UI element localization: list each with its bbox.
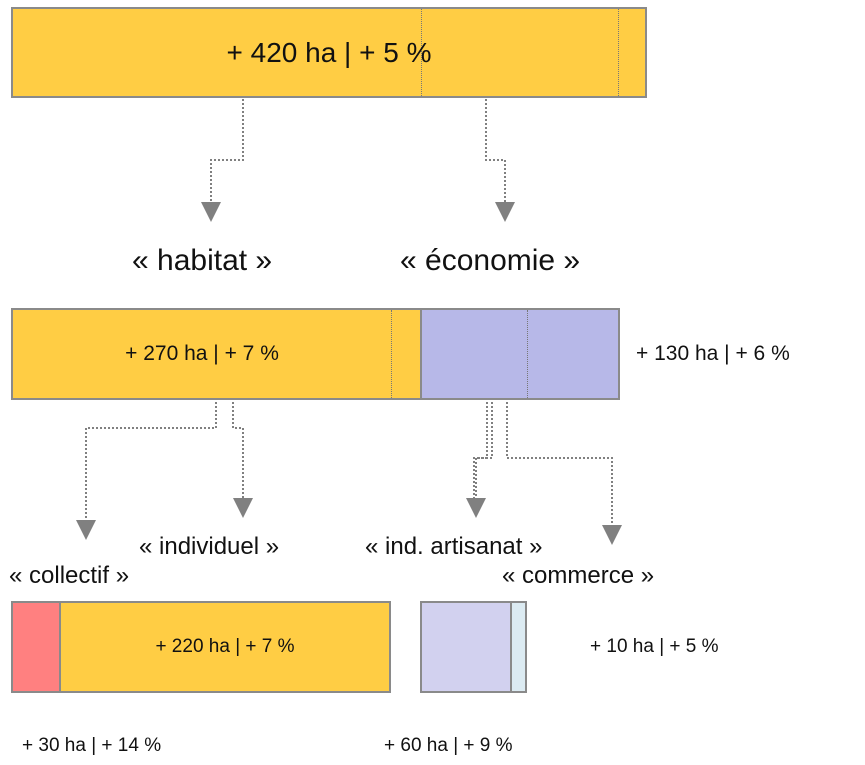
mid-bar-economie-segment xyxy=(420,310,618,398)
sub-category-collectif: « collectif » xyxy=(9,562,130,589)
mid-bar-habitat-divider xyxy=(391,310,392,398)
bottom-habitat-bar: + 220 ha | + 7 % xyxy=(11,601,391,693)
arrow-to-individuel xyxy=(232,402,253,518)
bottom-economie-bar xyxy=(420,601,527,693)
category-economie: « économie » xyxy=(400,244,581,277)
arrow-to-ind-artisanat-b xyxy=(466,402,493,518)
arrow-to-economie xyxy=(485,99,515,222)
commerce-segment xyxy=(510,603,525,691)
collectif-segment xyxy=(13,603,61,691)
ind-artisanat-value-label: + 60 ha | + 9 % xyxy=(384,735,513,756)
category-habitat: « habitat » xyxy=(132,244,273,277)
mid-bar-economie-label: + 130 ha | + 6 % xyxy=(636,342,790,365)
commerce-value-label: + 10 ha | + 5 % xyxy=(590,636,719,657)
top-bar: + 420 ha | + 5 % xyxy=(11,7,647,98)
arrow-to-collectif xyxy=(76,402,217,540)
arrow-to-commerce xyxy=(506,402,622,545)
mid-bar: + 270 ha | + 7 % xyxy=(11,308,620,400)
mid-bar-habitat-label: + 270 ha | + 7 % xyxy=(125,342,279,365)
top-bar-label: + 420 ha | + 5 % xyxy=(226,36,432,68)
sub-category-ind-artisanat: « ind. artisanat » xyxy=(365,533,543,560)
top-bar-divider-1 xyxy=(421,9,422,96)
sub-category-commerce: « commerce » xyxy=(502,562,655,589)
arrow-to-ind-artisanat-a xyxy=(473,402,488,508)
individuel-bar-label: + 220 ha | + 7 % xyxy=(155,636,295,657)
arrow-to-habitat xyxy=(201,99,244,222)
collectif-value-label: + 30 ha | + 14 % xyxy=(22,735,162,756)
top-bar-divider-2 xyxy=(618,9,619,96)
sub-category-individuel: « individuel » xyxy=(139,533,280,560)
mid-bar-economie-divider xyxy=(527,310,528,398)
